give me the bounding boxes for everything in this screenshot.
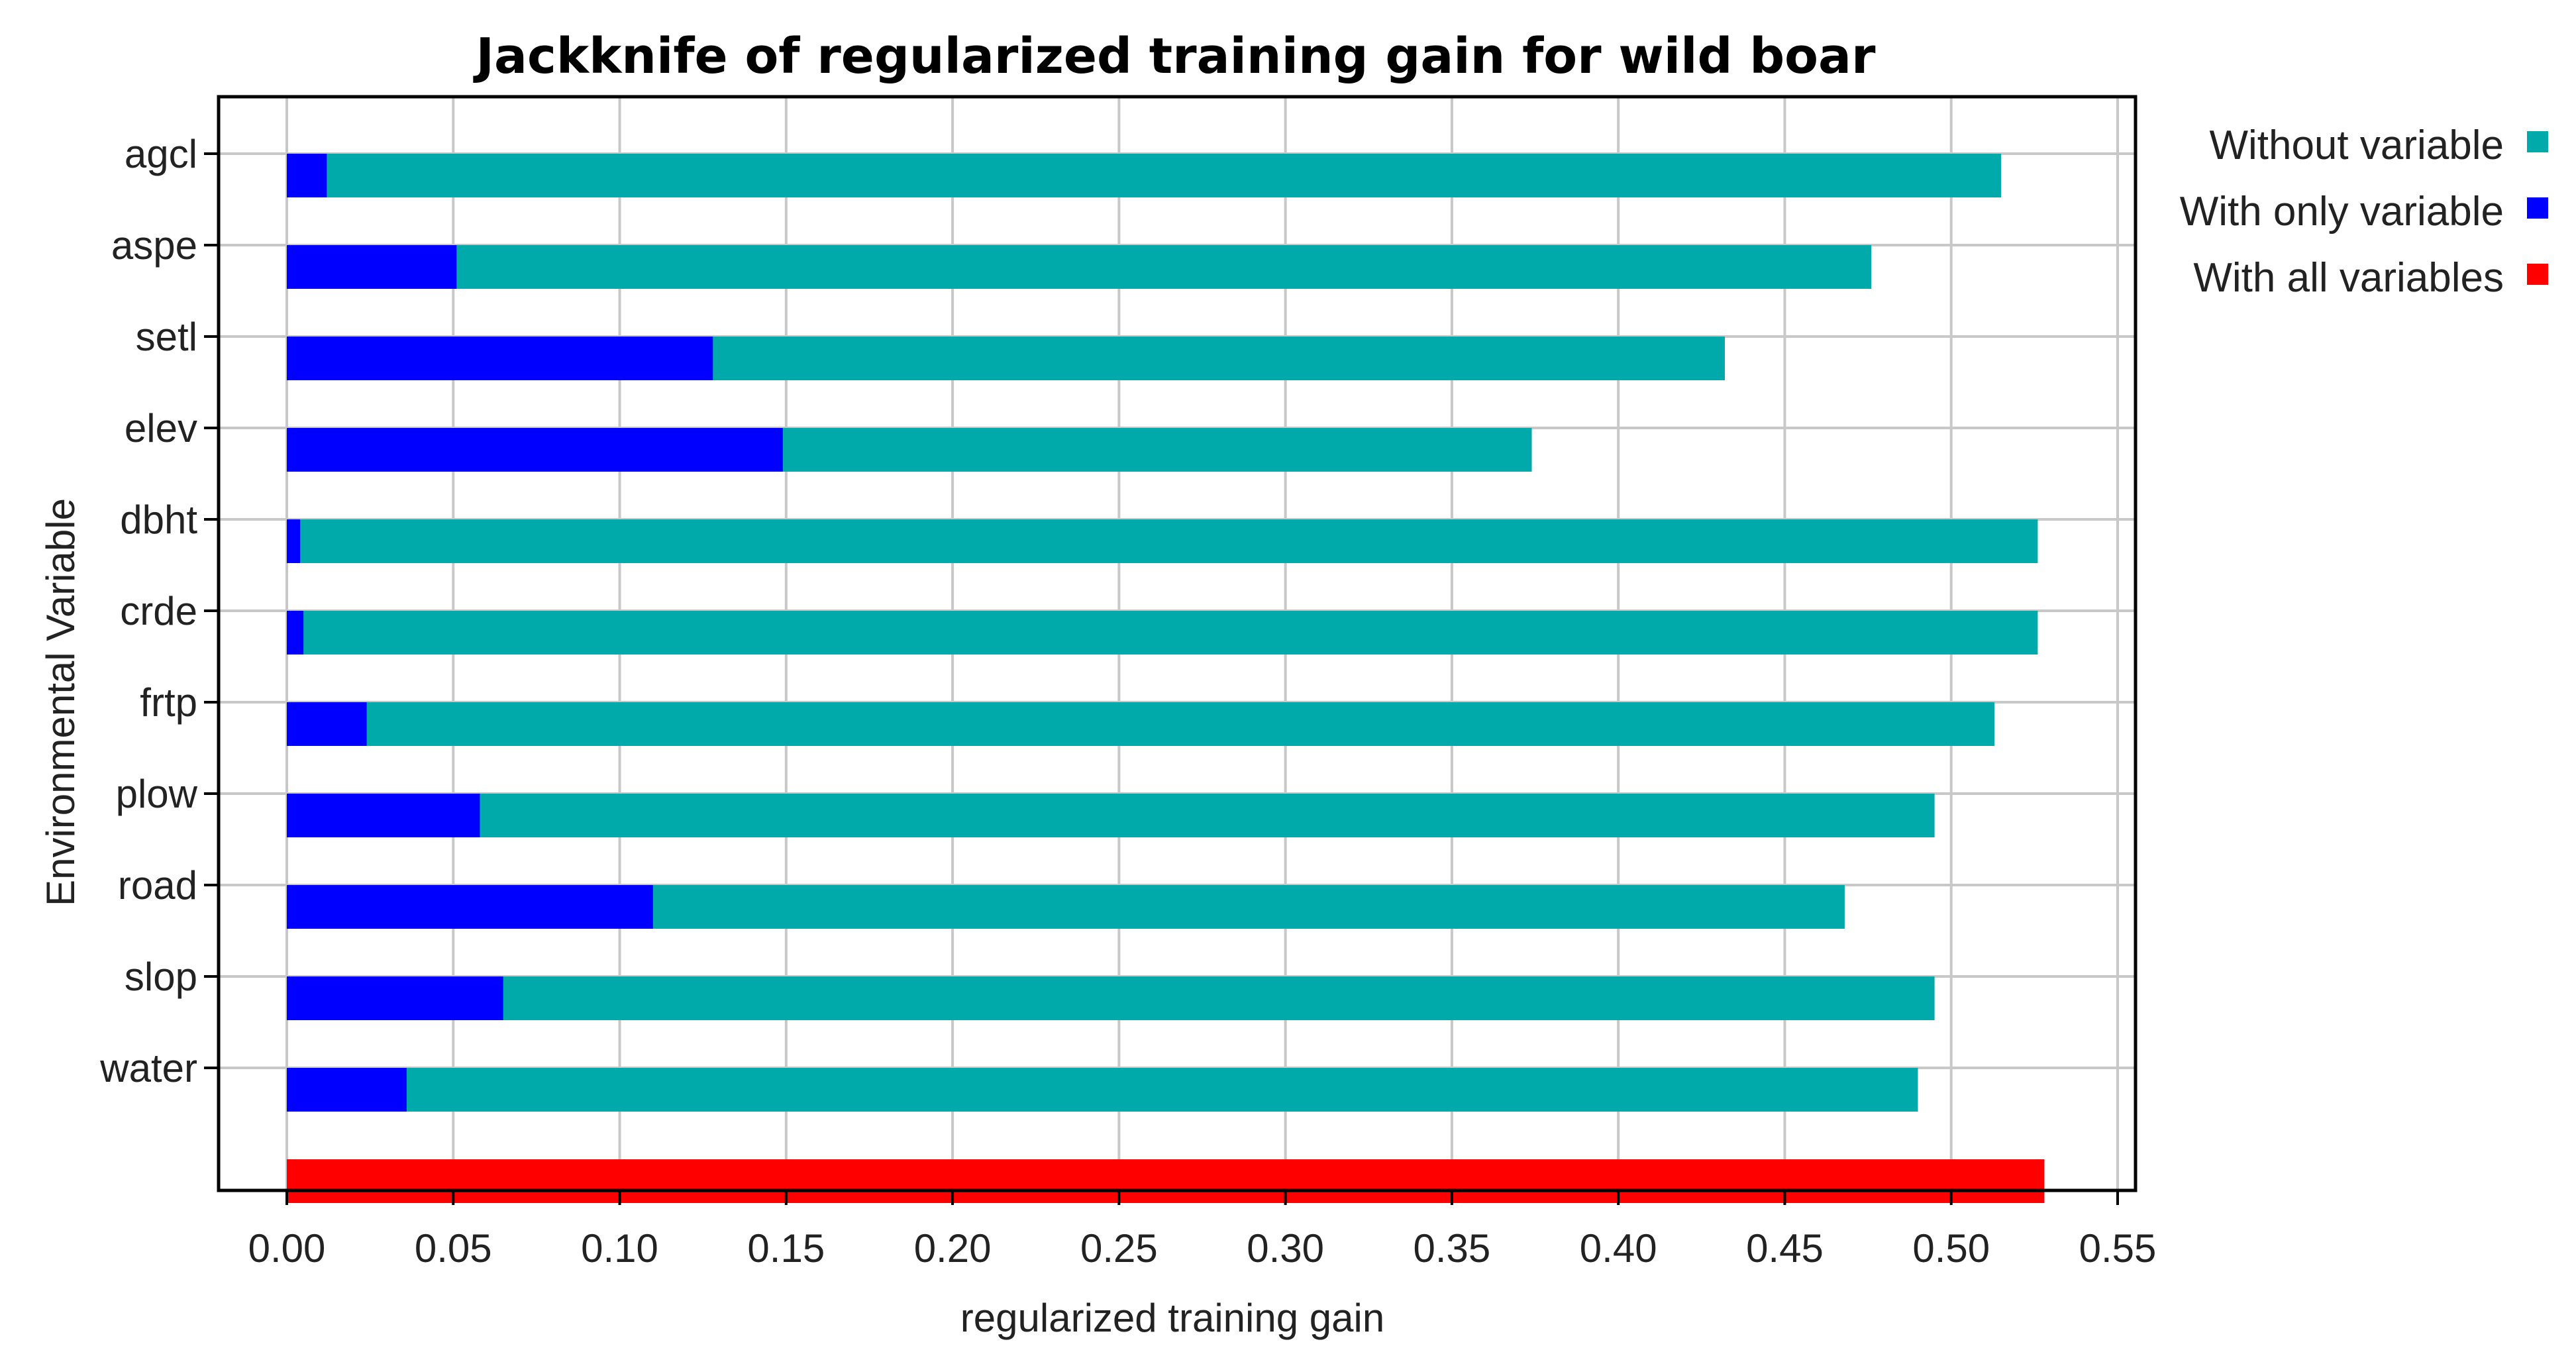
y-tick-label-slop: slop xyxy=(125,955,197,999)
bar-with-only-crde xyxy=(287,611,304,655)
x-tick-label: 0.55 xyxy=(2079,1226,2157,1271)
x-tick-label: 0.15 xyxy=(747,1226,825,1271)
y-tick-label-dbht: dbht xyxy=(120,498,197,542)
y-tick-label-water: water xyxy=(99,1046,197,1090)
bar-without-water xyxy=(287,1068,1918,1112)
bar-without-aspe xyxy=(287,245,1872,289)
bar-with-only-water xyxy=(287,1068,407,1112)
bar-layer xyxy=(287,154,2045,1203)
bar-without-plow xyxy=(287,794,1935,837)
x-tick-label: 0.20 xyxy=(914,1226,992,1271)
plot-frame xyxy=(217,95,2138,1192)
bar-with-only-setl xyxy=(287,337,713,380)
x-tick-label: 0.40 xyxy=(1580,1226,1657,1271)
chart-title: Jackknife of regularized training gain f… xyxy=(473,28,1876,85)
bar-with-only-elev xyxy=(287,428,783,472)
y-tick-label-setl: setl xyxy=(136,315,197,359)
x-tick-label: 0.25 xyxy=(1080,1226,1158,1271)
legend: Without variable With only variable With… xyxy=(2180,123,2548,301)
bar-with-all-variables xyxy=(287,1159,2045,1203)
x-tick-label: 0.45 xyxy=(1746,1226,1824,1271)
x-tick-label: 0.50 xyxy=(1912,1226,1990,1271)
legend-swatch-without xyxy=(2527,131,2548,152)
y-tick-label-road: road xyxy=(118,863,197,908)
y-tick-label-frtp: frtp xyxy=(140,680,197,725)
y-tick-label-aspe: aspe xyxy=(111,223,197,268)
y-tick-label-agcl: agcl xyxy=(125,132,197,176)
legend-swatch-with-only xyxy=(2527,197,2548,219)
bar-without-agcl xyxy=(287,154,2002,197)
bar-with-only-plow xyxy=(287,794,480,837)
bar-without-dbht xyxy=(287,519,2038,563)
x-axis-ticks: 0.00 0.05 0.10 0.15 0.20 0.25 0.30 0.35 0.40 0.45… xyxy=(248,1190,2157,1271)
legend-label-with-all: With all variables xyxy=(2193,255,2504,301)
x-tick-label: 0.35 xyxy=(1414,1226,1491,1271)
legend-swatch-with-all xyxy=(2527,264,2548,285)
bar-with-only-road xyxy=(287,885,653,929)
bar-with-only-slop xyxy=(287,976,503,1020)
bar-with-only-agcl xyxy=(287,154,327,197)
legend-label-with-only: With only variable xyxy=(2180,189,2504,235)
bar-with-only-dbht xyxy=(287,519,301,563)
x-tick-label: 0.00 xyxy=(248,1226,326,1271)
y-tick-label-crde: crde xyxy=(120,589,197,633)
y-tick-label-plow: plow xyxy=(116,772,198,816)
bar-with-only-frtp xyxy=(287,702,367,746)
y-tick-label-elev: elev xyxy=(125,406,197,450)
bar-without-slop xyxy=(287,976,1935,1020)
bar-without-frtp xyxy=(287,702,1995,746)
bar-without-crde xyxy=(287,611,2038,655)
y-axis-ticks: agcl aspe setl elev dbht crde frtp plow road slop… xyxy=(99,132,219,1090)
legend-label-without: Without variable xyxy=(2209,123,2504,168)
y-axis-title: Environmental Variable xyxy=(38,498,83,906)
x-tick-label: 0.30 xyxy=(1247,1226,1324,1271)
x-tick-label: 0.05 xyxy=(415,1226,492,1271)
x-tick-label: 0.10 xyxy=(581,1226,658,1271)
bar-with-only-aspe xyxy=(287,245,457,289)
x-axis-title: regularized training gain xyxy=(960,1296,1384,1340)
